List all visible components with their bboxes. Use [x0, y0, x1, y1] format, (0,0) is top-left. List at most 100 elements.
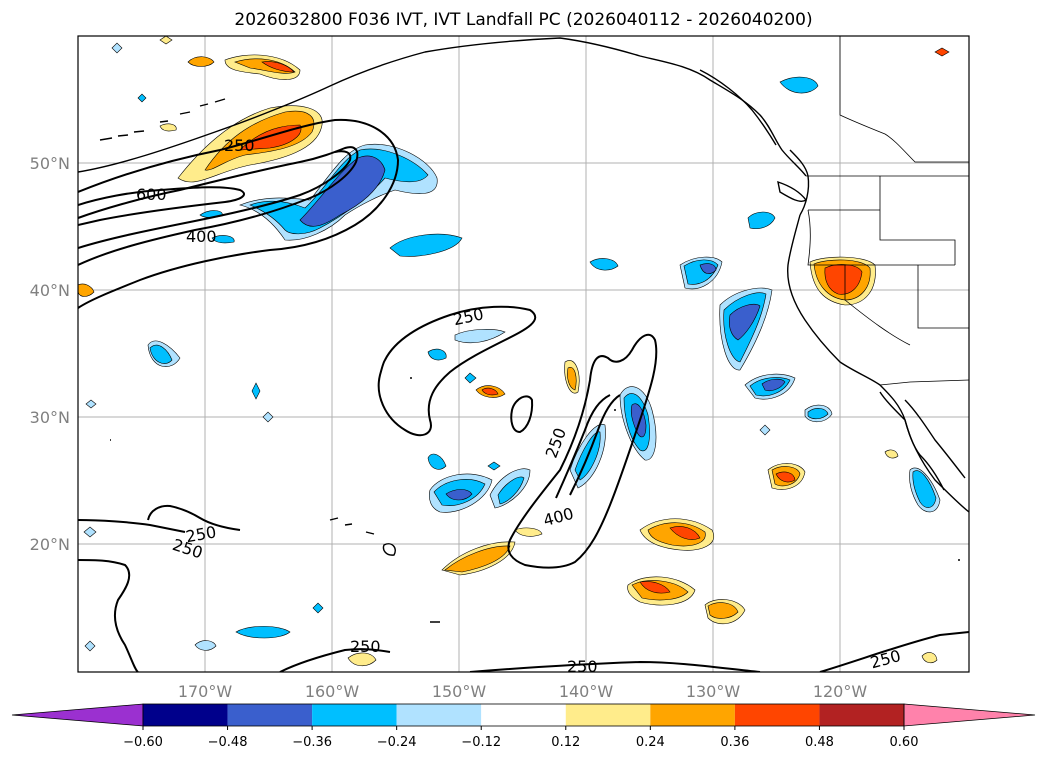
alaska-coast [78, 37, 807, 177]
positive-pc-region [639, 581, 671, 594]
negative-pc-region [807, 408, 829, 420]
negative-pc-region [299, 155, 386, 227]
contour-label: 400 [186, 227, 217, 246]
negative-pc-region [912, 470, 937, 508]
negative-pc-region [235, 626, 291, 639]
positive-pc-region [775, 471, 796, 483]
negative-pc-region [699, 263, 717, 274]
negative-pc-region [497, 476, 525, 505]
vancouver-island [777, 180, 808, 202]
lon-label: 120°W [813, 682, 868, 701]
negative-pc-region [487, 461, 501, 471]
negative-pc-region [194, 640, 217, 651]
positive-pc-region [514, 527, 543, 537]
negative-pc-region [747, 211, 776, 229]
lat-label: 30°N [30, 408, 70, 427]
negative-pc-region [84, 640, 96, 652]
colorbar-segment [734, 704, 820, 726]
colorbar-tick-label: −0.60 [123, 735, 163, 750]
colorbar-segment [565, 704, 651, 726]
negative-pc-region [454, 329, 506, 344]
negative-pc-region [761, 378, 786, 392]
colorbar-tick-label: −0.48 [208, 735, 248, 750]
positive-pc-region [481, 387, 499, 396]
colorbar-frame [142, 703, 905, 727]
colorbar-extend-min [11, 703, 144, 727]
colorbar-segment [312, 704, 397, 726]
lon-label: 140°W [559, 682, 614, 701]
positive-pc-region [707, 602, 739, 619]
contour-label: 250 [350, 637, 381, 656]
ivt-contour-250-jet [507, 333, 658, 569]
ivt-contour-400-inner [78, 150, 352, 249]
colorbar-tick-label: 0.36 [720, 735, 749, 750]
negative-pc-region [211, 235, 235, 244]
negative-pc-region [137, 93, 147, 103]
positive-pc-region [159, 36, 173, 45]
negative-pc-region [312, 602, 324, 614]
positive-pc-region [934, 47, 950, 57]
lon-label: 170°W [178, 682, 233, 701]
contour-label: 600 [136, 185, 167, 204]
ivt-contour-250-south [279, 631, 969, 672]
lon-label: 150°W [432, 682, 487, 701]
us-mexico-border [879, 379, 969, 386]
ivt-contours [78, 118, 969, 672]
ivt-contour-400-north [78, 146, 359, 266]
colorbar-segment [481, 704, 566, 726]
negative-pc-region [445, 489, 473, 501]
hawaiian-islands [329, 517, 440, 623]
contour-label: 250 [224, 136, 255, 155]
positive-pc-region [78, 283, 95, 297]
ivt-contour-400-jet [555, 394, 621, 499]
map-title: 2026032800 F036 IVT, IVT Landfall PC (20… [234, 10, 813, 30]
colorbar-tick-label: −0.36 [292, 735, 332, 750]
negative-pc-region [728, 304, 761, 341]
latitude-labels: 50°N 40°N 30°N 20°N [30, 154, 70, 554]
positive-pc-region [444, 545, 511, 573]
negative-pc-region [589, 258, 619, 271]
positive-pc-region [347, 652, 377, 667]
positive-pc-region [921, 652, 938, 664]
pc-shading [78, 36, 950, 667]
ivt-contour-600-north [78, 186, 245, 226]
lat-label: 20°N [30, 535, 70, 554]
us-west-coast [787, 214, 969, 513]
negative-pc-region [427, 348, 447, 361]
colorbar-segment [396, 704, 482, 726]
negative-pc-region [759, 424, 771, 436]
small-islands [110, 377, 960, 561]
colorbar-segment [143, 704, 228, 726]
longitude-labels: 170°W 160°W 150°W 140°W 130°W 120°W [178, 682, 868, 701]
ivt-contour-250-north [78, 118, 400, 309]
colorbar-segment [227, 704, 313, 726]
state-borders [807, 176, 969, 346]
ivt-contour-250-center [377, 305, 537, 437]
colorbar-tick-label: 0.48 [805, 735, 834, 750]
contour-label: 250 [567, 657, 598, 676]
positive-pc-region [567, 367, 577, 391]
negative-pc-region [427, 453, 447, 470]
lat-label: 50°N [30, 154, 70, 173]
colorbar-tick-label: 0.24 [636, 735, 665, 750]
aleutian-islands [99, 98, 226, 141]
lon-label: 160°W [305, 682, 360, 701]
plot-frame [77, 35, 970, 673]
negative-pc-region [389, 233, 463, 257]
ivt-contour-250-sw [78, 504, 241, 672]
colorbar-segment [650, 704, 735, 726]
positive-pc-region [884, 449, 899, 459]
positive-pc-region [669, 526, 701, 540]
colorbar-tick-label: −0.12 [461, 735, 501, 750]
baja-peninsula [879, 391, 945, 491]
alaska-panhandle [699, 69, 777, 146]
ivt-contour-small-loop [510, 395, 534, 434]
positive-pc-region [261, 61, 295, 73]
colorbar-extend-max [903, 703, 1036, 727]
negative-pc-region [149, 344, 173, 364]
political-borders [806, 36, 969, 386]
negative-pc-region [464, 372, 477, 384]
negative-pc-region [262, 411, 274, 423]
colorbar-tick-label: −0.24 [377, 735, 417, 750]
